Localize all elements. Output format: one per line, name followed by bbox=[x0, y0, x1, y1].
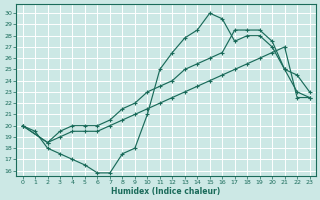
X-axis label: Humidex (Indice chaleur): Humidex (Indice chaleur) bbox=[111, 187, 221, 196]
